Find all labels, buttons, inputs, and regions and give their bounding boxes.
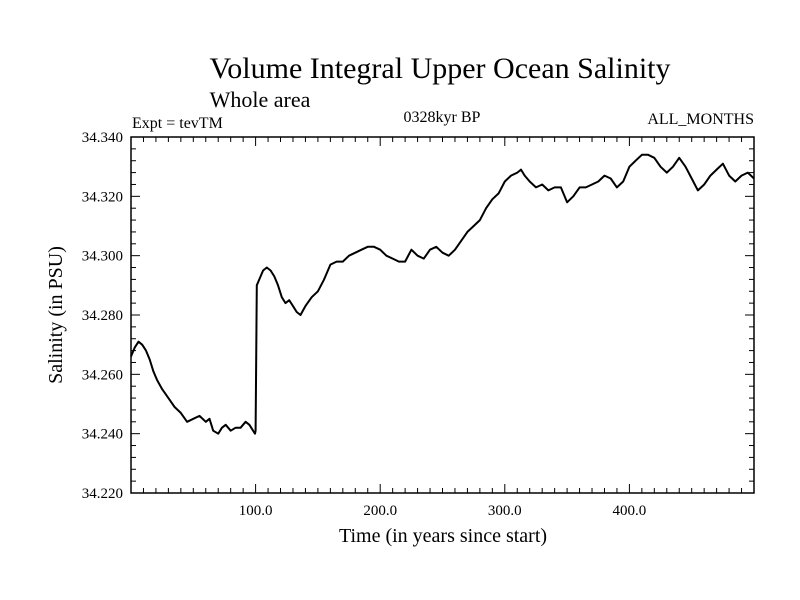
y-tick-label: 34.320	[82, 189, 123, 205]
x-axis-label: Time (in years since start)	[339, 525, 547, 547]
axis-tick-labels: 100.0 200.0 300.0 400.0 34.220 34.240 34.260 34…	[82, 130, 647, 519]
months-label: ALL_MONTHS	[647, 111, 754, 128]
time-period-label: 0328kyr BP	[404, 109, 481, 126]
x-tick-label: 100.0	[239, 503, 273, 519]
y-tick-label: 34.240	[82, 427, 123, 443]
axis-ticks	[131, 137, 754, 493]
experiment-label: Expt = tevTM	[132, 115, 223, 132]
x-tick-label: 200.0	[363, 503, 397, 519]
y-tick-label: 34.260	[82, 367, 123, 383]
y-tick-label: 34.300	[82, 249, 123, 265]
x-tick-label: 400.0	[613, 503, 647, 519]
y-axis-label: Salinity (in PSU)	[45, 246, 67, 384]
y-tick-label: 34.280	[82, 308, 123, 324]
y-tick-label: 34.340	[82, 130, 123, 146]
plot-frame	[130, 136, 755, 494]
salinity-series-line	[130, 153, 755, 435]
chart-subtitle: Whole area	[210, 87, 311, 112]
chart-title: Volume Integral Upper Ocean Salinity	[210, 52, 671, 85]
x-tick-label: 300.0	[488, 503, 522, 519]
y-tick-label: 34.220	[82, 486, 123, 502]
